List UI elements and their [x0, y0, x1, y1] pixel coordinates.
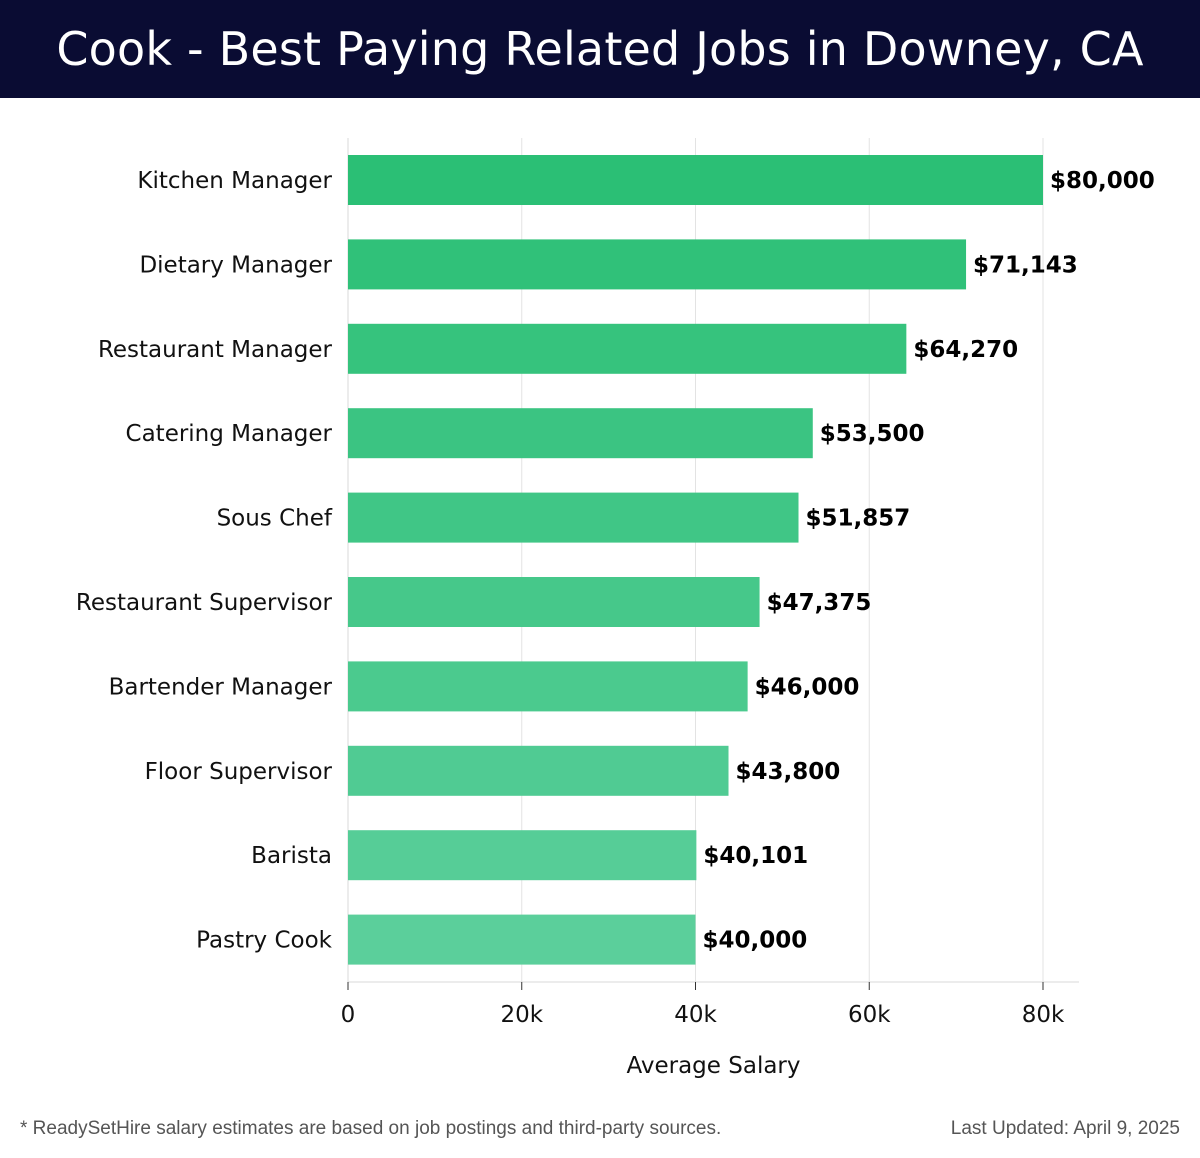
value-label-4: $51,857	[806, 506, 911, 532]
category-label-5: Restaurant Supervisor	[76, 590, 333, 616]
category-label-3: Catering Manager	[126, 421, 333, 447]
bar-chart: Kitchen Manager $80,000 Dietary Manager $71…	[76, 138, 1155, 1079]
value-label-1: $71,143	[973, 252, 1078, 278]
bar-3	[348, 408, 813, 459]
value-label-5: $47,375	[767, 590, 872, 616]
x-tick-label-2: 40k	[674, 1002, 717, 1028]
bar-5	[348, 577, 760, 627]
category-label-0: Kitchen Manager	[137, 168, 332, 194]
value-label-7: $43,800	[736, 759, 841, 785]
bar-2	[348, 323, 907, 374]
bar-7	[348, 745, 729, 796]
footer-note: * ReadySetHire salary estimates are base…	[20, 1118, 722, 1139]
last-updated: Last Updated: April 9, 2025	[950, 1118, 1180, 1139]
bar-1	[348, 239, 967, 290]
bar-8	[348, 830, 697, 881]
value-label-0: $80,000	[1050, 168, 1155, 194]
bar-0	[348, 155, 1043, 205]
bar-6	[348, 661, 748, 712]
x-tick-label-1: 20k	[500, 1002, 543, 1028]
x-tick-label-0: 0	[341, 1002, 356, 1028]
category-label-9: Pastry Cook	[196, 928, 333, 954]
chart-title: Cook - Best Paying Related Jobs in Downe…	[56, 22, 1144, 76]
bar-9	[348, 914, 696, 965]
category-label-4: Sous Chef	[217, 506, 333, 532]
category-label-1: Dietary Manager	[139, 252, 332, 278]
category-label-8: Barista	[251, 843, 332, 869]
bar-4	[348, 492, 799, 543]
category-label-6: Bartender Manager	[109, 674, 333, 700]
value-label-9: $40,000	[703, 928, 808, 954]
chart-header: Cook - Best Paying Related Jobs in Downe…	[0, 0, 1200, 98]
value-label-2: $64,270	[913, 337, 1018, 363]
value-label-6: $46,000	[755, 674, 860, 700]
x-axis-title: Average Salary	[626, 1053, 800, 1079]
x-tick-label-3: 60k	[848, 1002, 891, 1028]
category-label-2: Restaurant Manager	[98, 337, 333, 363]
value-label-8: $40,101	[703, 843, 808, 869]
x-tick-label-4: 80k	[1022, 1002, 1065, 1028]
category-label-7: Floor Supervisor	[145, 759, 333, 785]
value-label-3: $53,500	[820, 421, 925, 447]
